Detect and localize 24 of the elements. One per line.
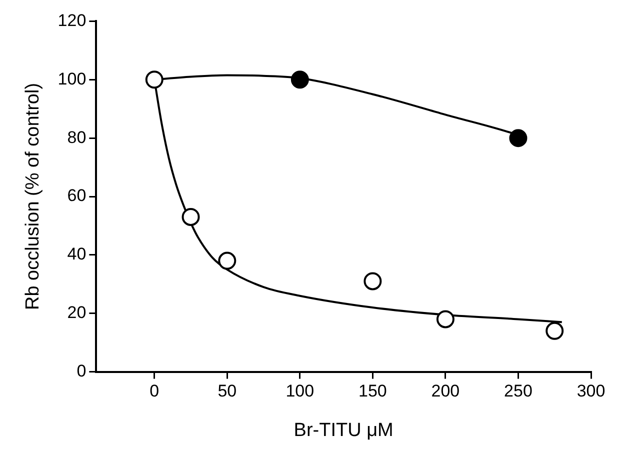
- point: [290, 70, 309, 89]
- x-tick-label: 300: [576, 382, 606, 401]
- x-tick-label: 50: [218, 382, 237, 401]
- y-tick-label: 120: [58, 10, 86, 30]
- x-tick-label: 250: [504, 382, 532, 401]
- y-tick-label: 100: [58, 69, 86, 88]
- x-tick-label: 150: [358, 382, 387, 401]
- y-tick-label: 20: [67, 303, 86, 322]
- y-axis-title: Rb occlusion (% of control): [22, 82, 44, 310]
- y-tick-label: 40: [67, 244, 86, 264]
- point: [364, 272, 382, 290]
- y-tick-label: 80: [67, 128, 86, 147]
- x-axis-title: Br-TITU μM: [294, 420, 394, 441]
- y-tick-label: 60: [67, 186, 86, 206]
- point: [509, 129, 528, 148]
- point: [546, 322, 564, 340]
- point: [182, 208, 200, 226]
- point: [145, 70, 164, 89]
- point: [436, 310, 454, 328]
- x-tick-label: 0: [150, 382, 160, 401]
- x-tick-label: 200: [431, 382, 460, 401]
- point: [218, 252, 236, 270]
- x-tick-label: 100: [286, 382, 314, 401]
- y-tick-label: 0: [76, 361, 86, 380]
